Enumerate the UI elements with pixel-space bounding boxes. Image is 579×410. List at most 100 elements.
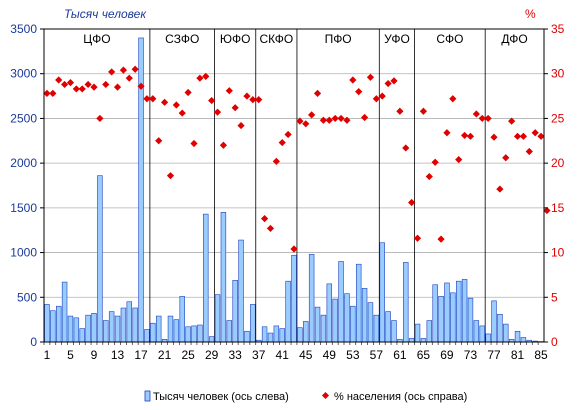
point	[431, 158, 439, 166]
bar	[391, 320, 397, 343]
x-tick-label: 37	[252, 348, 266, 362]
point	[455, 155, 463, 164]
region-label: СФО	[436, 32, 463, 46]
legend-point-label: % населения (ось справа)	[334, 391, 467, 403]
bar	[232, 279, 238, 343]
legend-point-swatch	[321, 391, 330, 400]
bar	[220, 212, 227, 343]
bar	[408, 338, 415, 343]
x-tick-label: 61	[393, 348, 407, 362]
bar	[461, 279, 468, 343]
bar	[226, 320, 233, 343]
point	[125, 74, 133, 82]
right-axis-title: %	[525, 7, 536, 21]
bar	[314, 306, 321, 343]
bar	[108, 311, 115, 343]
bar	[185, 326, 191, 343]
bar	[214, 294, 221, 343]
point	[378, 92, 386, 100]
point	[531, 129, 539, 137]
point	[272, 157, 280, 165]
bar	[120, 307, 127, 343]
bar	[497, 313, 503, 343]
left-tick-label: 1000	[10, 246, 37, 260]
right-tick-label: 5	[551, 290, 558, 304]
right-tick-label: 0	[551, 335, 558, 349]
bar	[67, 315, 74, 343]
region-label: СКФО	[260, 32, 294, 46]
x-tick-label: 85	[534, 348, 548, 362]
bar	[514, 330, 521, 343]
point	[302, 120, 310, 128]
bar	[320, 314, 327, 343]
point	[337, 114, 345, 123]
point	[131, 65, 139, 73]
point	[319, 116, 328, 124]
point	[55, 76, 63, 84]
right-tick-label: 15	[551, 201, 565, 215]
legend-bar-swatch	[144, 390, 151, 402]
x-tick-label: 21	[158, 348, 172, 362]
point	[149, 95, 157, 103]
bar	[208, 336, 215, 343]
point	[108, 68, 116, 76]
left-axis-title: Тысяч человек	[64, 7, 147, 21]
bar	[414, 323, 421, 343]
axes: 0500100015002000250030003500051015202530…	[10, 22, 564, 362]
point	[296, 117, 304, 125]
bar	[361, 288, 368, 343]
bar	[103, 320, 109, 343]
bar	[267, 332, 274, 343]
x-tick-label: 73	[464, 348, 478, 362]
point	[166, 172, 175, 180]
bar	[479, 325, 485, 343]
bar	[444, 282, 450, 343]
bar	[326, 283, 333, 343]
region-label: ДФО	[501, 32, 527, 46]
x-tick-label: 17	[134, 348, 148, 362]
point	[437, 235, 445, 243]
point	[484, 114, 492, 123]
legend-bar-label: Тысяч человек (ось слева)	[153, 391, 289, 403]
bar	[503, 323, 509, 343]
point	[360, 113, 369, 122]
point	[266, 224, 275, 233]
bar	[132, 307, 138, 343]
point	[519, 132, 528, 140]
point	[184, 88, 192, 97]
bar	[155, 315, 162, 343]
bar	[491, 300, 497, 343]
point	[249, 96, 257, 104]
point	[396, 107, 404, 115]
right-tick-label: 20	[551, 156, 565, 170]
point	[160, 98, 169, 106]
point	[78, 85, 86, 93]
region-label: СЗФО	[165, 32, 199, 46]
point	[496, 185, 504, 193]
bar	[291, 254, 297, 343]
bar	[261, 326, 268, 343]
bar	[44, 304, 50, 343]
point	[543, 206, 551, 215]
x-tick-label: 45	[299, 348, 313, 362]
bar-series	[44, 37, 544, 343]
point	[490, 133, 498, 141]
left-tick-label: 2500	[10, 111, 37, 125]
point	[172, 101, 180, 109]
point	[225, 87, 233, 95]
point	[243, 92, 251, 100]
point	[290, 245, 298, 253]
bar	[350, 305, 356, 343]
point	[372, 95, 380, 103]
region-dividers: ЦФО СЗФО ЮФО СКФО ПФО УФО СФО ДФО	[83, 29, 528, 342]
point	[325, 116, 333, 124]
point	[460, 131, 469, 140]
point	[219, 141, 228, 149]
point	[384, 79, 392, 88]
point	[513, 132, 522, 140]
point	[366, 73, 375, 81]
bar	[97, 175, 103, 343]
bar	[285, 280, 291, 343]
x-tick-label: 81	[511, 348, 525, 362]
